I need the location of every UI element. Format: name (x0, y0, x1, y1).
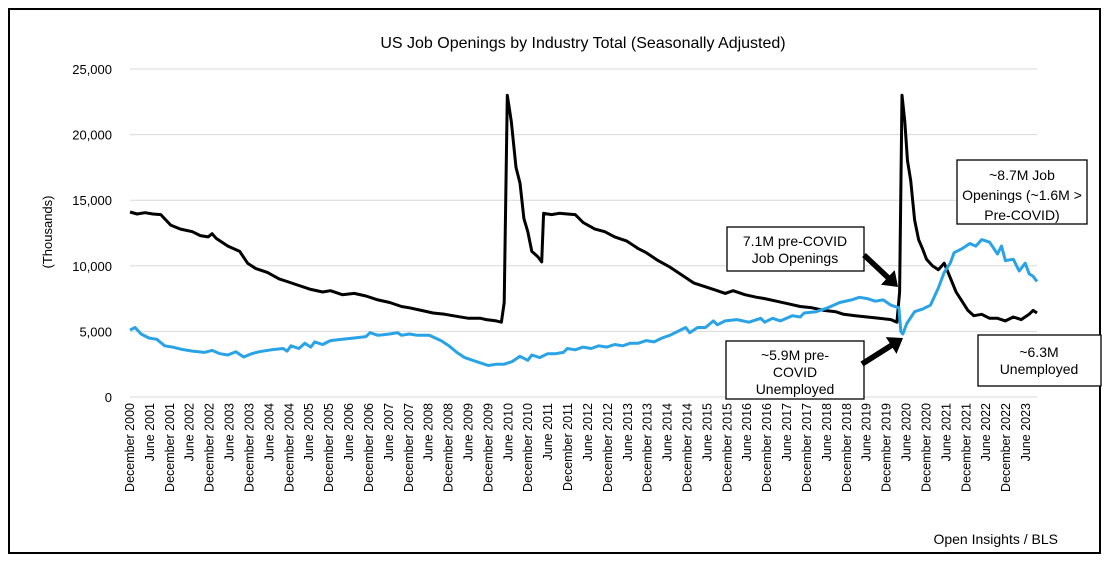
annotation-text: Job Openings (752, 250, 838, 266)
x-tick-label: June 2022 (979, 403, 993, 461)
y-axis-label: (Thousands) (40, 196, 55, 269)
x-tick-label: June 2012 (581, 403, 595, 461)
x-tick-label: June 2001 (143, 403, 157, 461)
annotation-box (956, 159, 1088, 225)
source-credit: Open Insights / BLS (933, 531, 1058, 547)
x-tick-label: December 2006 (362, 403, 376, 492)
x-tick-label: December 2016 (760, 403, 774, 492)
x-tick-label: December 2020 (919, 403, 933, 492)
x-tick-label: December 2015 (720, 403, 734, 492)
x-tick-label: June 2009 (462, 403, 476, 461)
x-tick-label: June 2023 (1019, 403, 1033, 461)
annotation-text: COVID (773, 364, 817, 380)
x-tick-label: December 2007 (402, 403, 416, 492)
x-tick-label: December 2018 (840, 403, 854, 492)
y-tick-label: 10,000 (72, 259, 112, 274)
x-tick-label: June 2021 (939, 403, 953, 461)
x-tick-label: December 2014 (681, 403, 695, 492)
x-tick-label: June 2019 (860, 403, 874, 461)
x-tick-label: December 2011 (561, 403, 575, 491)
x-tick-label: December 2003 (243, 403, 257, 492)
y-tick-label: 25,000 (72, 62, 112, 77)
x-tick-label: June 2018 (820, 403, 834, 461)
arrow-pre-covid-unemployed (860, 337, 903, 367)
annotation-text: Unemployed (756, 381, 835, 397)
y-tick-label: 20,000 (72, 128, 112, 143)
x-tick-label: June 2020 (900, 403, 914, 461)
x-tick-label: June 2007 (382, 403, 396, 461)
y-tick-label: 0 (105, 390, 112, 405)
x-tick-label: December 2001 (163, 403, 177, 492)
annotation-current-openings: ~8.7M Job Openings (~1.6M > Pre-COVID) (956, 159, 1088, 225)
annotation-text: 7.1M pre-COVID (743, 233, 847, 249)
x-tick-label: June 2016 (740, 403, 754, 461)
x-tick-label: June 2015 (700, 403, 714, 461)
annotation-text: Openings (~1.6M > (962, 187, 1082, 203)
annotation-text: ~5.9M pre- (761, 347, 829, 363)
x-tick-label: December 2022 (999, 403, 1013, 492)
chart-title: US Job Openings by Industry Total (Seaso… (380, 35, 785, 52)
x-tick-label: December 2009 (481, 403, 495, 492)
x-tick-label: December 2002 (203, 403, 217, 492)
x-tick-label: June 2005 (302, 403, 316, 461)
x-tick-label: June 2002 (183, 403, 197, 461)
annotation-box (726, 226, 865, 272)
series-line-job-openings (129, 93, 1038, 324)
x-tick-label: June 2008 (422, 403, 436, 461)
y-tick-label: 5,000 (79, 324, 112, 339)
y-tick-label: 15,000 (72, 193, 112, 208)
annotation-box (725, 340, 865, 400)
x-tick-label: June 2014 (661, 403, 675, 461)
x-tick-label: December 2021 (959, 403, 973, 492)
arrow-pre-covid-openings (862, 253, 898, 287)
chart-frame (8, 8, 1101, 554)
x-tick-label: December 2000 (123, 403, 137, 492)
annotation-box (977, 334, 1102, 387)
annotation-text: ~8.7M Job (989, 167, 1055, 183)
x-tick-label: December 2013 (641, 403, 655, 492)
annotation-text: Unemployed (1000, 361, 1079, 377)
x-tick-label: June 2017 (780, 403, 794, 461)
x-tick-label: December 2005 (322, 403, 336, 492)
x-tick-label: December 2010 (521, 403, 535, 492)
x-tick-label: December 2004 (282, 403, 296, 492)
annotation-text: ~6.3M (1019, 344, 1058, 360)
x-tick-label: June 2004 (262, 403, 276, 461)
x-tick-label: December 2019 (880, 403, 894, 492)
x-tick-label: December 2008 (442, 403, 456, 492)
x-tick-label: June 2003 (223, 403, 237, 461)
x-tick-label: June 2010 (501, 403, 515, 461)
x-tick-label: June 2011 (541, 403, 555, 461)
x-tick-label: December 2012 (601, 403, 615, 492)
x-tick-label: December 2017 (800, 403, 814, 492)
annotation-text: Pre-COVID) (984, 207, 1059, 223)
series-line-unemployed (129, 238, 1039, 367)
x-tick-label: June 2006 (342, 403, 356, 461)
x-tick-label: June 2013 (621, 403, 635, 461)
